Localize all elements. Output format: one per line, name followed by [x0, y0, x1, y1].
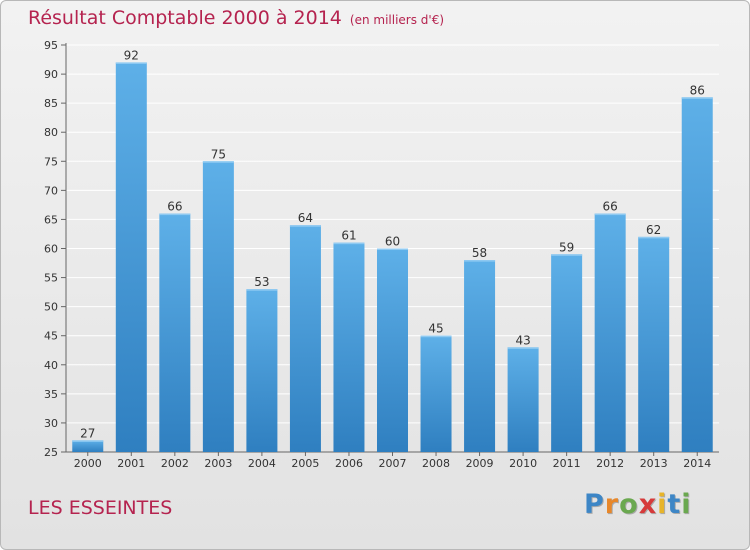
- commune-name: LES ESSEINTES: [28, 497, 173, 519]
- x-tick-label: 2002: [161, 457, 189, 470]
- labels: 25 30 35 40 45 50 55 60 65 70 75 80 85 90 95 27 2000 92 20…: [44, 39, 711, 470]
- y-tick-label: 90: [44, 68, 58, 81]
- x-tick-label: 2003: [204, 457, 232, 470]
- x-tick-label: 2012: [596, 457, 624, 470]
- logo-letter: o: [619, 489, 639, 520]
- bar-2006[interactable]: [333, 242, 365, 452]
- y-tick-label: 30: [44, 417, 58, 430]
- y-tick-label: 45: [44, 330, 58, 343]
- bar-2011[interactable]: [551, 254, 583, 452]
- data-label-2002: 66: [167, 200, 182, 214]
- y-tick-label: 35: [44, 388, 58, 401]
- y-tick-label: 80: [44, 126, 58, 139]
- bar-highlight-2009: [464, 260, 496, 262]
- bar-highlight-2011: [551, 254, 583, 256]
- logo-letter: r: [604, 489, 620, 520]
- bar-2012[interactable]: [594, 213, 626, 452]
- data-label-2013: 62: [646, 223, 661, 237]
- bar-2010[interactable]: [507, 347, 539, 452]
- y-tick-label: 70: [44, 184, 58, 197]
- data-label-2003: 75: [211, 147, 226, 161]
- chart-unit: (en milliers d'€): [349, 13, 445, 27]
- bar-highlight-2014: [681, 97, 713, 99]
- y-tick-label: 75: [44, 155, 58, 168]
- proxiti-logo[interactable]: Proxiti: [584, 489, 692, 520]
- y-tick-label: 60: [44, 243, 58, 256]
- x-tick-label: 2008: [422, 457, 450, 470]
- logo-letter: i: [681, 489, 692, 520]
- data-label-2007: 60: [385, 235, 400, 249]
- bar-highlight-2001: [115, 62, 147, 64]
- bar-2008[interactable]: [420, 335, 452, 452]
- bar-highlight-2013: [638, 236, 670, 239]
- bar-2000[interactable]: [72, 440, 104, 452]
- x-tick-label: 2013: [640, 457, 668, 470]
- y-tick-label: 25: [44, 446, 58, 459]
- logo-letter: P: [584, 489, 605, 520]
- data-label-2010: 43: [515, 333, 530, 347]
- data-label-2004: 53: [254, 275, 269, 289]
- x-tick-label: 2005: [291, 457, 319, 470]
- x-tick-label: 2001: [117, 457, 145, 470]
- bars: [72, 62, 713, 453]
- bar-2007[interactable]: [377, 248, 408, 453]
- bar-highlight-2010: [507, 347, 539, 349]
- x-tick-label: 2000: [74, 457, 102, 470]
- bar-2001[interactable]: [115, 62, 147, 452]
- bar-highlight-2005: [289, 225, 321, 227]
- logo-letter: x: [638, 489, 658, 520]
- data-label-2014: 86: [690, 83, 705, 97]
- x-tick-label: 2011: [553, 457, 581, 470]
- logo-letter: t: [667, 489, 682, 520]
- bar-2009[interactable]: [464, 260, 496, 452]
- data-label-2006: 61: [341, 229, 356, 243]
- chart-title: Résultat Comptable 2000 à 2014 (en millie…: [28, 7, 444, 29]
- data-label-2008: 45: [428, 322, 443, 336]
- y-tick-label: 55: [44, 272, 58, 285]
- bar-highlight-2002: [159, 213, 191, 216]
- logo-letter: i: [657, 489, 668, 520]
- data-label-2011: 59: [559, 240, 574, 254]
- x-tick-label: 2007: [379, 457, 407, 470]
- bar-highlight-2003: [202, 161, 234, 163]
- bar-highlight-2006: [333, 242, 365, 245]
- data-label-2009: 58: [472, 246, 487, 260]
- y-tick-label: 65: [44, 213, 58, 226]
- bar-highlight-2000: [72, 440, 104, 442]
- x-tick-label: 2006: [335, 457, 363, 470]
- y-tick-label: 40: [44, 359, 58, 372]
- bar-2005[interactable]: [289, 225, 321, 452]
- bar-highlight-2012: [594, 213, 626, 216]
- bar-2004[interactable]: [246, 289, 278, 452]
- bar-highlight-2004: [246, 289, 278, 291]
- bar-2013[interactable]: [638, 236, 670, 452]
- y-tick-label: 50: [44, 301, 58, 314]
- data-label-2001: 92: [124, 48, 139, 62]
- bar-2002[interactable]: [159, 213, 191, 452]
- x-tick-label: 2004: [248, 457, 276, 470]
- x-tick-label: 2009: [466, 457, 494, 470]
- x-tick-label: 2010: [509, 457, 537, 470]
- y-tick-label: 85: [44, 97, 58, 110]
- data-label-2000: 27: [80, 426, 95, 440]
- x-tick-label: 2014: [683, 457, 711, 470]
- bar-highlight-2007: [377, 248, 408, 250]
- chart-title-text: Résultat Comptable 2000 à 2014: [28, 7, 342, 29]
- y-tick-label: 95: [44, 39, 58, 52]
- bar-2014[interactable]: [681, 97, 713, 452]
- bar-highlight-2008: [420, 335, 452, 338]
- bar-2003[interactable]: [202, 161, 234, 453]
- data-label-2012: 66: [603, 200, 618, 214]
- data-label-2005: 64: [298, 211, 313, 225]
